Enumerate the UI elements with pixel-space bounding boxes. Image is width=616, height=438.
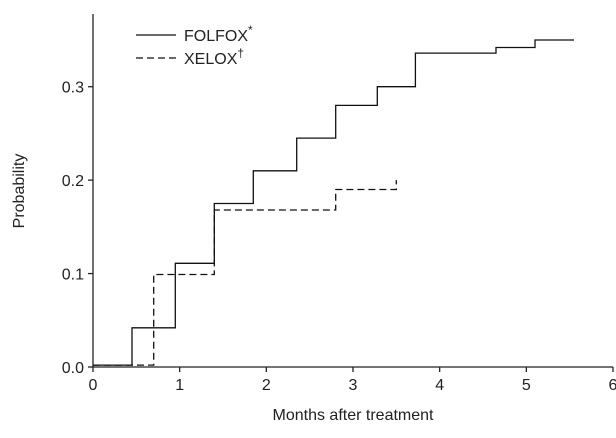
x-axis-label: Months after treatment (273, 407, 435, 424)
x-tick-label: 2 (262, 377, 271, 394)
y-tick-label: 0.2 (62, 173, 84, 190)
y-tick-label: 0.1 (62, 267, 84, 284)
y-tick-label: 0.0 (62, 360, 84, 377)
y-axis-label: Probability (11, 154, 28, 229)
series-line-folfox (93, 39, 574, 366)
legend-marker: * (248, 23, 253, 37)
x-tick-label: 4 (435, 377, 444, 394)
series-line-xelox (93, 180, 397, 366)
axes: 0 1 2 3 4 5 6 0.0 0.1 0.2 0.3 (62, 14, 616, 394)
x-tick-label: 6 (609, 377, 616, 394)
legend-marker: † (237, 46, 244, 60)
legend-label: XELOX† (184, 46, 244, 68)
legend-label: FOLFOX* (184, 23, 253, 45)
x-tick-label: 1 (175, 377, 184, 394)
x-tick-label: 3 (349, 377, 358, 394)
legend: FOLFOX*XELOX† (136, 23, 253, 68)
x-tick-label: 0 (89, 377, 98, 394)
plot-area (93, 39, 574, 366)
y-tick-label: 0.3 (62, 80, 84, 97)
x-tick-label: 5 (522, 377, 531, 394)
